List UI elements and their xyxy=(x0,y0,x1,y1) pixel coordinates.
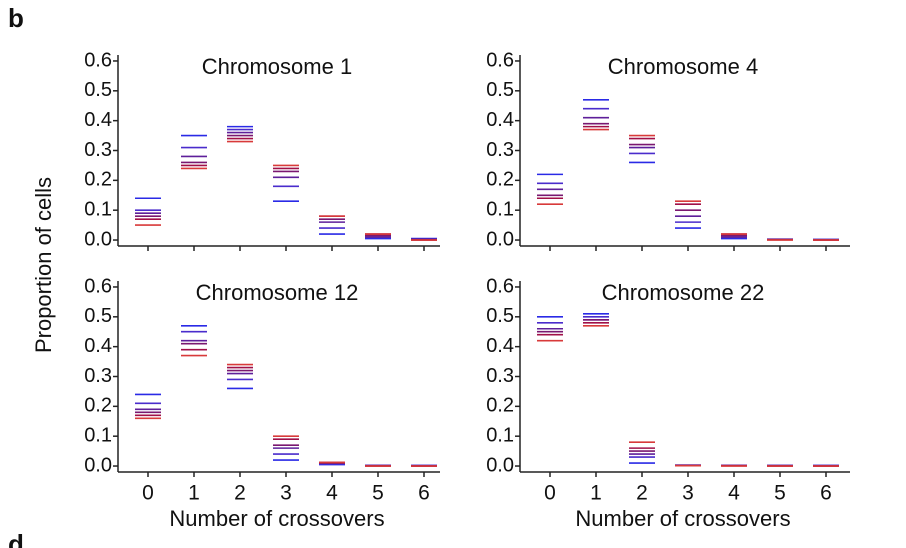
y-tick-label: 0.5 xyxy=(84,305,112,327)
y-tick-label: 0.6 xyxy=(486,275,514,297)
x-tick-label: 2 xyxy=(234,482,246,505)
y-tick-label: 0.1 xyxy=(84,424,112,446)
chart-title: Chromosome 4 xyxy=(608,54,758,79)
chart-title: Chromosome 1 xyxy=(202,54,352,79)
panel-label: b xyxy=(8,3,24,33)
y-tick-label: 0.5 xyxy=(486,79,514,101)
y-tick-label: 0.3 xyxy=(486,365,514,387)
y-tick-label: 0.0 xyxy=(486,454,514,476)
y-tick-label: 0.2 xyxy=(84,395,112,417)
y-tick-label: 0.4 xyxy=(486,335,514,357)
x-tick-label: 3 xyxy=(682,482,694,505)
x-axis-label: Number of crossovers xyxy=(575,506,790,531)
y-tick-label: 0.4 xyxy=(84,109,112,131)
chart-title: Chromosome 22 xyxy=(602,280,765,305)
y-tick-label: 0.0 xyxy=(84,454,112,476)
chart-title: Chromosome 12 xyxy=(196,280,359,305)
y-tick-label: 0.5 xyxy=(84,79,112,101)
x-tick-label: 0 xyxy=(142,482,154,505)
y-tick-label: 0.1 xyxy=(486,424,514,446)
y-tick-label: 0.2 xyxy=(84,169,112,191)
y-tick-label: 0.4 xyxy=(486,109,514,131)
x-tick-label: 4 xyxy=(728,482,740,505)
y-tick-label: 0.0 xyxy=(486,228,514,250)
y-tick-label: 0.3 xyxy=(84,139,112,161)
x-tick-label: 1 xyxy=(188,482,200,505)
x-axis-label: Number of crossovers xyxy=(169,506,384,531)
y-tick-label: 0.1 xyxy=(84,198,112,220)
x-tick-label: 5 xyxy=(372,482,384,505)
x-tick-label: 1 xyxy=(590,482,602,505)
x-tick-label: 2 xyxy=(636,482,648,505)
y-tick-label: 0.2 xyxy=(486,169,514,191)
x-tick-label: 6 xyxy=(418,482,430,505)
y-tick-label: 0.3 xyxy=(486,139,514,161)
y-tick-label: 0.4 xyxy=(84,335,112,357)
x-tick-label: 6 xyxy=(820,482,832,505)
panel-label: d xyxy=(8,529,24,548)
y-tick-label: 0.0 xyxy=(84,228,112,250)
x-tick-label: 5 xyxy=(774,482,786,505)
y-tick-label: 0.2 xyxy=(486,395,514,417)
y-tick-label: 0.6 xyxy=(84,275,112,297)
y-axis-label: Proportion of cells xyxy=(31,177,56,353)
y-tick-label: 0.1 xyxy=(486,198,514,220)
x-tick-label: 4 xyxy=(326,482,338,505)
y-tick-label: 0.5 xyxy=(486,305,514,327)
x-tick-label: 3 xyxy=(280,482,292,505)
y-tick-label: 0.3 xyxy=(84,365,112,387)
x-tick-label: 0 xyxy=(544,482,556,505)
y-tick-label: 0.6 xyxy=(84,49,112,71)
y-tick-label: 0.6 xyxy=(486,49,514,71)
